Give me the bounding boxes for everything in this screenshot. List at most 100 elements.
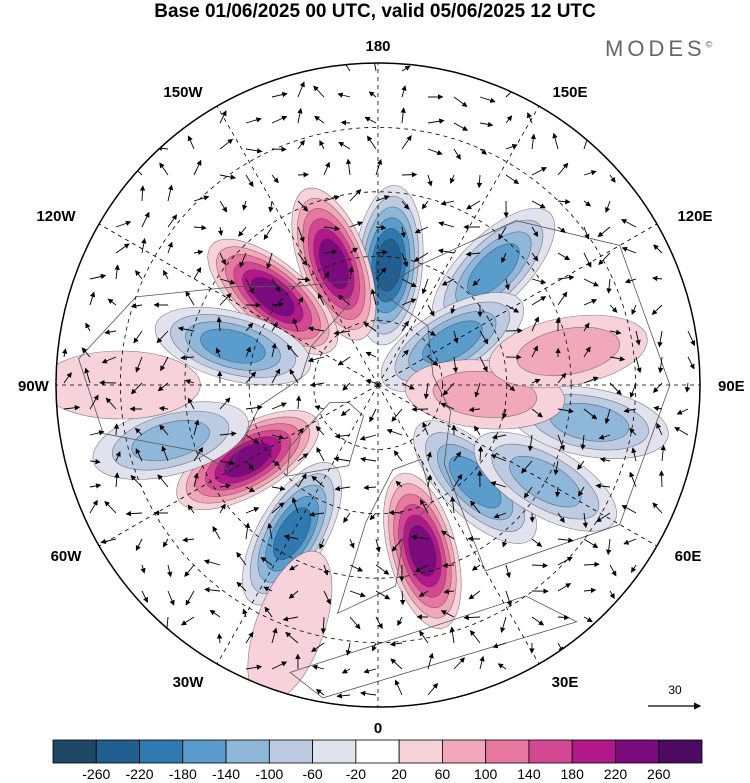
wind-arrow — [341, 668, 351, 674]
wind-arrow — [401, 85, 407, 98]
wind-arrow — [450, 304, 456, 315]
wind-arrow — [604, 408, 611, 425]
wind-arrow — [316, 447, 325, 462]
colorbar-box — [398, 739, 443, 764]
wind-arrow — [349, 188, 362, 202]
wind-arrow — [463, 614, 481, 621]
anomaly-center — [383, 472, 462, 629]
wind-arrow — [583, 322, 590, 332]
wind-arrow — [297, 296, 304, 306]
wind-arrow — [401, 298, 417, 306]
wind-arrow — [289, 368, 299, 384]
wind-arrow — [490, 481, 507, 488]
coastline-asia — [377, 220, 671, 572]
wind-arrow — [375, 267, 387, 280]
wind-arrow — [479, 356, 488, 373]
wind-arrow — [219, 138, 234, 150]
wind-arrow — [388, 509, 403, 516]
wind-arrow — [583, 376, 599, 384]
wind-arrow — [479, 330, 489, 345]
wind-arrow — [440, 610, 455, 618]
wind-arrow — [474, 425, 481, 436]
wind-arrow — [289, 564, 299, 571]
wind-arrow — [319, 139, 325, 150]
wind-arrow — [390, 658, 403, 670]
wind-arrow — [599, 457, 611, 463]
wind-arrow — [492, 642, 507, 649]
wind-arrow — [530, 133, 536, 150]
lon-label-150w: 150W — [163, 84, 203, 101]
wind-arrow — [271, 368, 281, 384]
colorbar-box — [139, 739, 184, 764]
wind-arrow — [624, 278, 637, 284]
wind-arrow — [631, 447, 637, 462]
wind-arrow — [283, 534, 299, 540]
wind-arrow — [187, 504, 195, 514]
wind-arrow — [375, 616, 383, 630]
wind-arrow — [411, 534, 429, 540]
wind-arrow — [621, 505, 637, 514]
wind-arrow — [687, 330, 696, 347]
wind-arrow — [236, 581, 247, 592]
meridian-line — [377, 105, 540, 386]
wind-arrow — [426, 474, 432, 488]
wind-arrow — [476, 174, 483, 189]
wind-arrow — [394, 679, 403, 696]
wind-arrow — [245, 664, 263, 670]
reference-vector-label: 30 — [668, 683, 682, 697]
wind-arrow — [193, 446, 204, 462]
wind-arrow — [271, 301, 284, 307]
wind-arrow — [337, 92, 351, 98]
wind-arrow — [595, 483, 611, 489]
wind-arrow — [583, 170, 597, 176]
wind-arrow — [401, 349, 409, 358]
wind-arrow — [219, 110, 227, 124]
lon-label-30e: 30E — [552, 674, 579, 691]
wind-arrow — [452, 356, 459, 373]
lon-label-120e: 120E — [677, 208, 712, 225]
map-title: Base 01/06/2025 00 UTC, valid 05/06/2025… — [154, 1, 596, 22]
wind-arrow — [245, 174, 254, 188]
colorbar-box — [312, 739, 357, 764]
wind-arrow — [242, 608, 248, 618]
wind-arrow — [440, 402, 455, 410]
lon-label-60w: 60W — [51, 548, 83, 565]
wind-arrow — [271, 460, 281, 466]
wind-arrow — [130, 303, 143, 309]
wind-arrow — [401, 252, 409, 268]
wind-arrow — [421, 200, 429, 210]
wind-arrow — [427, 304, 435, 317]
wind-arrow — [363, 322, 377, 332]
wind-arrow — [271, 502, 285, 514]
lon-label-180: 180 — [365, 38, 390, 55]
wind-arrow — [368, 91, 377, 98]
wind-arrow — [297, 453, 309, 462]
wind-arrow — [609, 174, 616, 183]
wind-arrow — [193, 419, 200, 436]
wind-arrow — [84, 367, 91, 384]
wind-arrow — [375, 159, 383, 176]
wind-arrow — [185, 290, 195, 306]
wind-arrow — [629, 428, 637, 436]
wind-arrow — [363, 668, 377, 674]
wind-arrow — [500, 616, 507, 633]
wind-arrow — [323, 249, 338, 255]
wind-arrow — [652, 502, 663, 514]
wind-arrow — [167, 564, 173, 578]
wind-arrow — [472, 278, 481, 287]
wind-arrow — [209, 609, 221, 618]
meridian-line — [377, 223, 658, 386]
wind-arrow — [375, 224, 387, 231]
wind-arrow — [187, 135, 195, 150]
wind-arrow — [349, 247, 359, 254]
wind-arrow — [219, 460, 235, 466]
wind-arrow — [125, 510, 143, 517]
wind-arrow — [468, 406, 481, 413]
wind-arrow — [479, 148, 487, 155]
wind-arrow — [449, 626, 456, 644]
wind-arrow — [505, 590, 512, 607]
wind-arrow — [204, 587, 221, 593]
wind-arrow — [442, 382, 455, 396]
wind-arrow — [238, 226, 247, 237]
wind-arrow — [366, 135, 377, 150]
